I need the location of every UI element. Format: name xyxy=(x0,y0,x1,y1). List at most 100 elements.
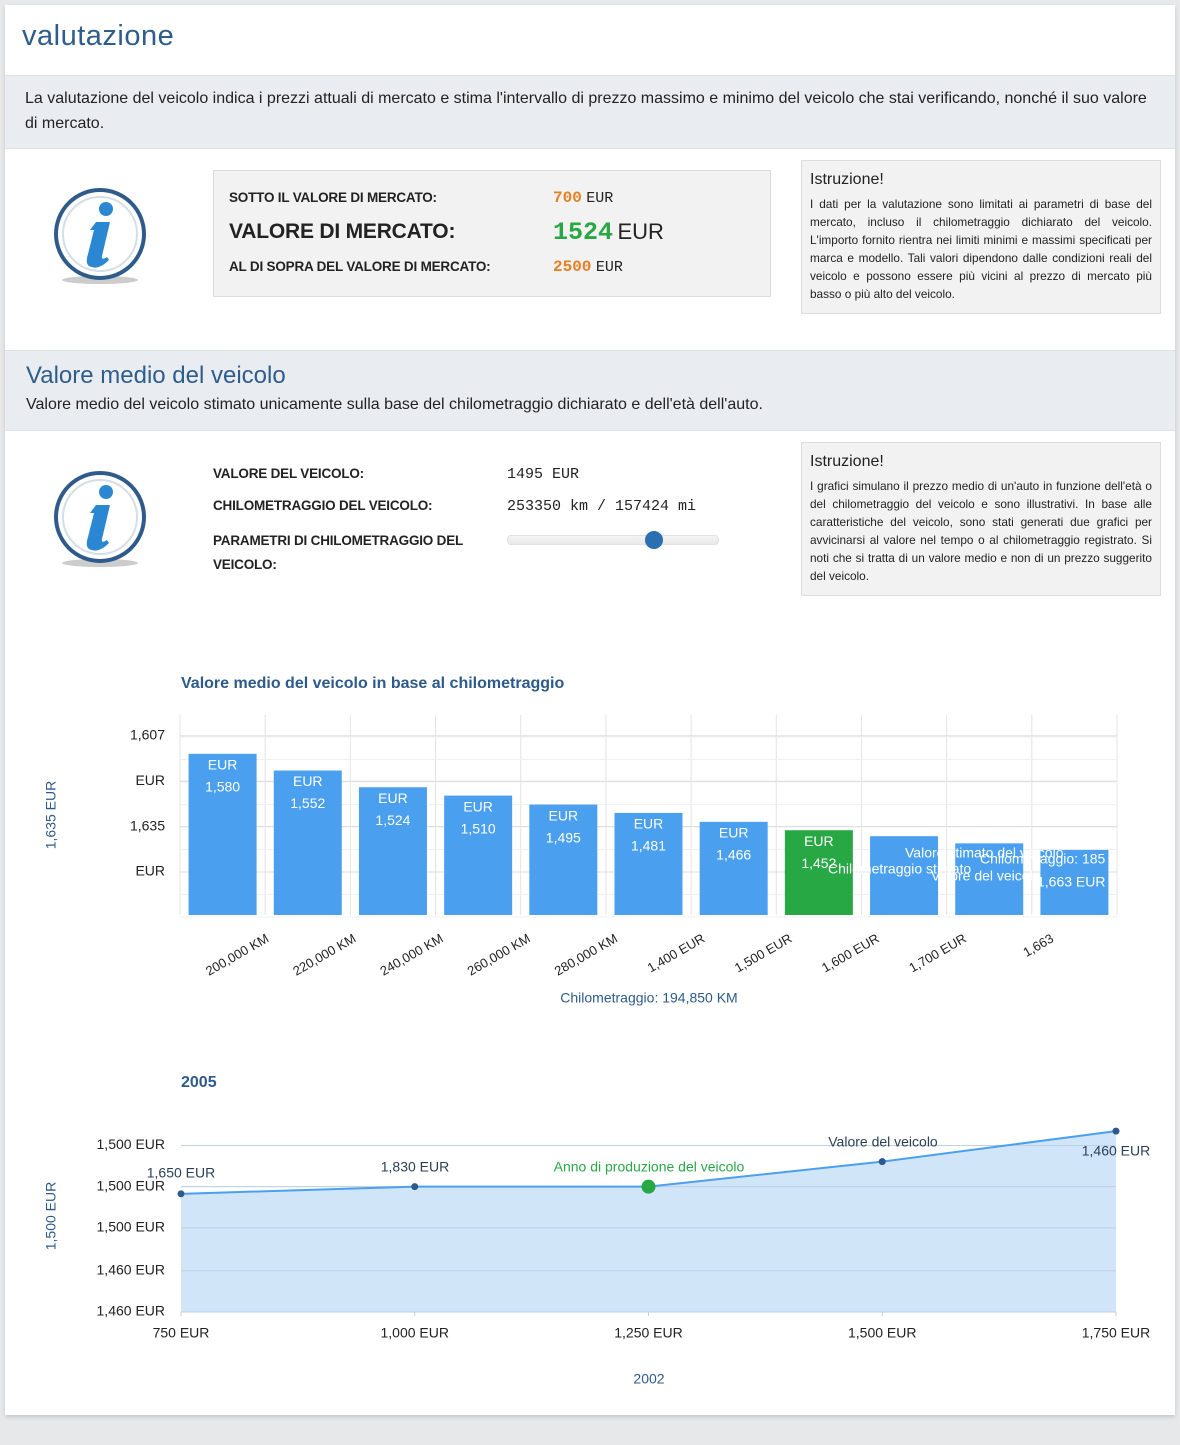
x-tick-label: 1,600 EUR xyxy=(819,931,882,976)
bar xyxy=(955,843,1024,915)
bar-unit-label: EUR xyxy=(804,833,834,849)
x-tick-label: 200,000 KM xyxy=(203,931,271,979)
point xyxy=(641,1179,656,1194)
bar-unit-label: EUR xyxy=(634,816,664,832)
market-unit: EUR xyxy=(617,219,664,244)
info-icon xyxy=(54,188,146,284)
x-axis-title: 2002 xyxy=(633,1371,664,1387)
market-value-row: 1524 EUR xyxy=(553,218,664,247)
y-tick-label: 1,500 EUR xyxy=(97,1177,165,1193)
annotation: Anno di produzione del veicolo xyxy=(554,1159,745,1175)
y-axis-title: 1,635 EUR xyxy=(43,781,59,849)
y-tick-label: 1,500 EUR xyxy=(97,1136,165,1152)
y-tick-label: 1,635 xyxy=(130,817,165,833)
market-value-row: 700 EUR xyxy=(553,189,613,207)
market-value: 2500 xyxy=(553,258,592,276)
y-tick-label: EUR xyxy=(135,863,165,879)
slider-track[interactable] xyxy=(507,535,719,545)
annotation: 1,650 EUR xyxy=(147,1165,215,1181)
page-title: valutazione xyxy=(22,20,175,52)
instruction-title: Istruzione! xyxy=(810,453,884,470)
annotation: Valore del veicolo xyxy=(931,868,1041,884)
annotation: Valore stimato del veicolo xyxy=(905,845,1064,861)
bar xyxy=(529,804,598,915)
market-value: 700 xyxy=(553,189,582,207)
bar-unit-label: EUR xyxy=(549,807,579,823)
x-tick-label: 220,000 KM xyxy=(290,931,358,979)
area xyxy=(181,1131,1116,1312)
average-value: 253350 km / 157424 mi xyxy=(507,498,697,515)
bar-unit-label: EUR xyxy=(378,790,408,806)
info-icon xyxy=(54,471,146,567)
annotation: Valore del veicolo xyxy=(828,1134,938,1150)
market-unit: EUR xyxy=(586,190,614,207)
description: La valutazione del veicolo indica i prez… xyxy=(25,90,1147,132)
bar xyxy=(784,830,853,915)
y-tick-label: 1,607 xyxy=(130,727,165,743)
y-tick-label: 1,460 EUR xyxy=(97,1262,165,1278)
instruction-text: I dati per la valutazione sono limitati … xyxy=(810,197,1152,301)
bar xyxy=(614,812,683,915)
bar-value-label: 1,552 xyxy=(290,795,325,811)
point xyxy=(1112,1127,1120,1135)
section-title: Valore medio del veicolo xyxy=(26,362,286,389)
market-value: 1524 xyxy=(553,218,614,247)
point xyxy=(878,1158,886,1166)
average-label: PARAMETRI DI CHILOMETRAGGIO DEL VEICOLO: xyxy=(213,533,463,572)
x-tick-label: 1,500 EUR xyxy=(732,931,795,976)
bar xyxy=(699,821,768,915)
market-unit: EUR xyxy=(595,259,623,276)
annotation: Chilometraggio stimato xyxy=(828,861,971,877)
x-tick-label: 1,750 EUR xyxy=(1082,1325,1150,1341)
average-band xyxy=(5,350,1175,431)
bar-value-label: 1,452 xyxy=(801,855,836,871)
chart-title: Valore medio del veicolo in base al chil… xyxy=(181,675,564,692)
y-tick-label: 1,460 EUR xyxy=(97,1303,165,1319)
x-tick-label: 1,000 EUR xyxy=(381,1325,449,1341)
annotation: 1,830 EUR xyxy=(381,1159,449,1175)
bar-value-label: 1,481 xyxy=(631,838,666,854)
point xyxy=(411,1183,419,1191)
bar-value-label: 1,510 xyxy=(461,820,496,836)
chart-title: 2005 xyxy=(181,1074,217,1091)
y-tick-label: 1,500 EUR xyxy=(97,1219,165,1235)
y-tick-label: EUR xyxy=(135,772,165,788)
bar-value-label: 1,466 xyxy=(716,847,751,863)
average-value: 1495 EUR xyxy=(507,466,580,483)
x-tick-label: 260,000 KM xyxy=(465,931,533,979)
point xyxy=(177,1190,185,1198)
market-value-row: 2500 EUR xyxy=(553,258,623,276)
annotation: 1,663 EUR xyxy=(1037,874,1105,890)
market-box xyxy=(213,170,771,297)
x-tick-label: 1,700 EUR xyxy=(906,931,969,976)
x-tick-label: 1,663 xyxy=(1020,931,1056,960)
annotation: Chilometraggio: 185 xyxy=(980,851,1106,867)
x-tick-label: 240,000 KM xyxy=(377,931,445,979)
instruction-box: Istruzione! I grafici simulano il prezzo… xyxy=(801,442,1161,596)
bar-unit-label: EUR xyxy=(463,798,493,814)
bar xyxy=(1040,849,1109,915)
x-tick-label: 750 EUR xyxy=(153,1325,210,1341)
bar-unit-label: EUR xyxy=(293,773,323,789)
annotation: 1,460 EUR xyxy=(1082,1143,1150,1159)
x-tick-label: 1,400 EUR xyxy=(645,931,708,976)
x-tick-label: 1,500 EUR xyxy=(848,1325,916,1341)
market-label: AL DI SOPRA DEL VALORE DI MERCATO: xyxy=(229,259,491,274)
bar-value-label: 1,524 xyxy=(375,812,410,828)
instruction-title: Istruzione! xyxy=(810,171,884,188)
bar-value-label: 1,495 xyxy=(546,829,581,845)
slider-knob[interactable] xyxy=(645,531,663,549)
instruction-box: Istruzione! I dati per la valutazione so… xyxy=(801,160,1161,314)
description-band xyxy=(5,75,1175,149)
bar xyxy=(273,770,342,915)
bar xyxy=(870,836,939,915)
bar xyxy=(444,795,513,915)
average-label: CHILOMETRAGGIO DEL VEICOLO: xyxy=(213,498,433,513)
instruction-text: I grafici simulano il prezzo medio di un… xyxy=(810,479,1152,583)
x-axis-title: Chilometraggio: 194,850 KM xyxy=(560,990,737,1006)
x-tick-label: 280,000 KM xyxy=(552,931,620,979)
bar xyxy=(188,753,257,915)
y-axis-title: 1,500 EUR xyxy=(43,1182,59,1250)
